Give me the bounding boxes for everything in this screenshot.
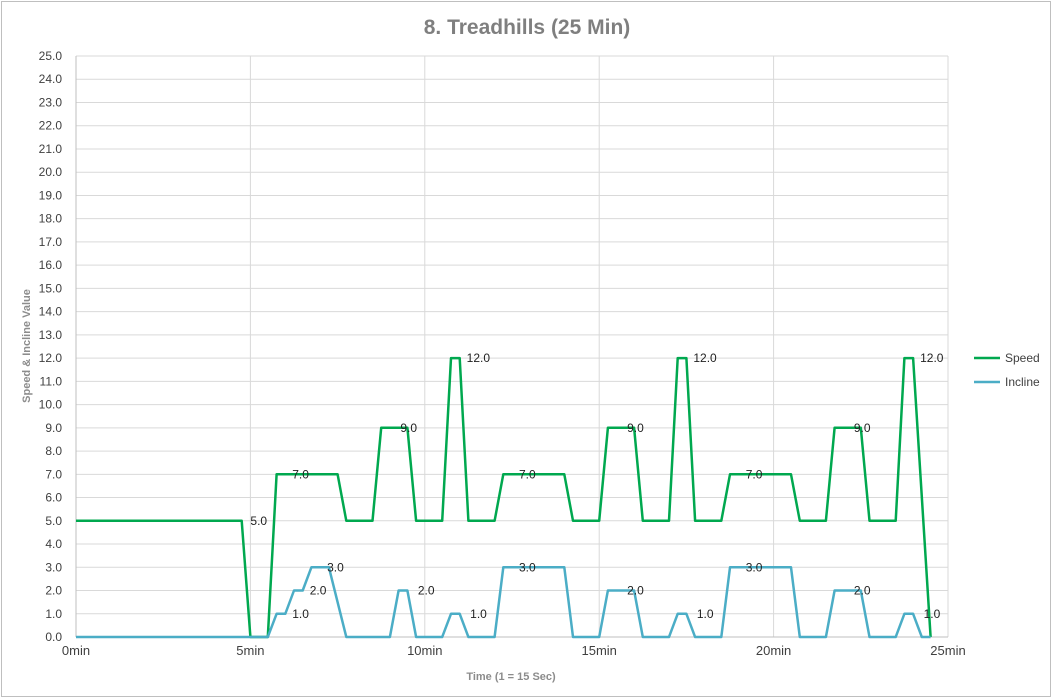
data-label: 1.0 bbox=[924, 607, 941, 621]
x-tick-label: 5min bbox=[236, 643, 264, 658]
y-tick-label: 15.0 bbox=[39, 281, 63, 295]
y-tick-label: 2.0 bbox=[45, 584, 62, 598]
y-tick-label: 23.0 bbox=[39, 95, 63, 109]
data-label: 3.0 bbox=[519, 560, 536, 574]
x-axis-label: Time (1 = 15 Sec) bbox=[466, 671, 556, 683]
y-tick-label: 9.0 bbox=[45, 421, 62, 435]
x-tick-label: 10min bbox=[407, 643, 442, 658]
legend: Speed Incline bbox=[974, 351, 1040, 389]
y-tick-label: 7.0 bbox=[45, 467, 62, 481]
data-label: 5.0 bbox=[250, 514, 267, 528]
data-label: 9.0 bbox=[400, 421, 417, 435]
data-label: 12.0 bbox=[920, 351, 944, 365]
data-label: 7.0 bbox=[519, 467, 536, 481]
data-label: 1.0 bbox=[697, 607, 714, 621]
y-tick-label: 19.0 bbox=[39, 188, 63, 202]
data-label: 2.0 bbox=[418, 584, 435, 598]
y-tick-label: 25.0 bbox=[39, 49, 63, 63]
series-line-speed bbox=[76, 356, 932, 639]
y-tick-label: 5.0 bbox=[45, 514, 62, 528]
data-label: 12.0 bbox=[693, 351, 717, 365]
y-axis-label: Speed & Incline Value bbox=[21, 289, 33, 403]
chart-title: 8. Treadhills (25 Min) bbox=[424, 16, 631, 39]
data-label: 2.0 bbox=[627, 584, 644, 598]
y-tick-label: 18.0 bbox=[39, 212, 63, 226]
y-tick-label: 22.0 bbox=[39, 119, 63, 133]
y-tick-label: 14.0 bbox=[39, 305, 63, 319]
series-line-incline bbox=[76, 566, 931, 639]
y-tick-label: 1.0 bbox=[45, 607, 62, 621]
y-tick-label: 6.0 bbox=[45, 491, 62, 505]
data-label-layer: 5.07.09.012.07.09.012.07.09.012.01.02.03… bbox=[250, 351, 943, 621]
y-tick-label: 17.0 bbox=[39, 235, 63, 249]
y-tick-label: 8.0 bbox=[45, 444, 62, 458]
x-tick-label: 25min bbox=[930, 643, 965, 658]
y-tick-label: 10.0 bbox=[39, 398, 63, 412]
data-label: 9.0 bbox=[627, 421, 644, 435]
legend-label: Incline bbox=[1005, 375, 1040, 389]
y-tick-label: 0.0 bbox=[45, 630, 62, 644]
data-label: 3.0 bbox=[327, 560, 344, 574]
series-layer bbox=[76, 356, 932, 639]
data-label: 2.0 bbox=[310, 584, 327, 598]
legend-label: Speed bbox=[1005, 351, 1040, 365]
x-tick-label: 15min bbox=[581, 643, 616, 658]
data-label: 7.0 bbox=[292, 467, 309, 481]
data-label: 2.0 bbox=[854, 584, 871, 598]
x-tick-label: 20min bbox=[756, 643, 791, 658]
y-tick-label: 4.0 bbox=[45, 537, 62, 551]
y-tick-label: 11.0 bbox=[40, 374, 63, 388]
data-label: 12.0 bbox=[467, 351, 491, 365]
y-tick-label: 13.0 bbox=[39, 328, 63, 342]
x-tick-label: 0min bbox=[62, 643, 90, 658]
y-tick-label: 12.0 bbox=[39, 351, 63, 365]
data-label: 1.0 bbox=[292, 607, 309, 621]
data-label: 9.0 bbox=[854, 421, 871, 435]
data-label: 1.0 bbox=[470, 607, 487, 621]
y-tick-label: 16.0 bbox=[39, 258, 63, 272]
data-label: 3.0 bbox=[746, 560, 763, 574]
y-tick-label: 3.0 bbox=[45, 560, 62, 574]
y-tick-label: 21.0 bbox=[39, 142, 63, 156]
y-tick-label: 24.0 bbox=[39, 72, 63, 86]
y-tick-label: 20.0 bbox=[39, 165, 63, 179]
grid-layer: 0.01.02.03.04.05.06.07.08.09.010.011.012… bbox=[39, 49, 966, 658]
data-label: 7.0 bbox=[746, 467, 763, 481]
